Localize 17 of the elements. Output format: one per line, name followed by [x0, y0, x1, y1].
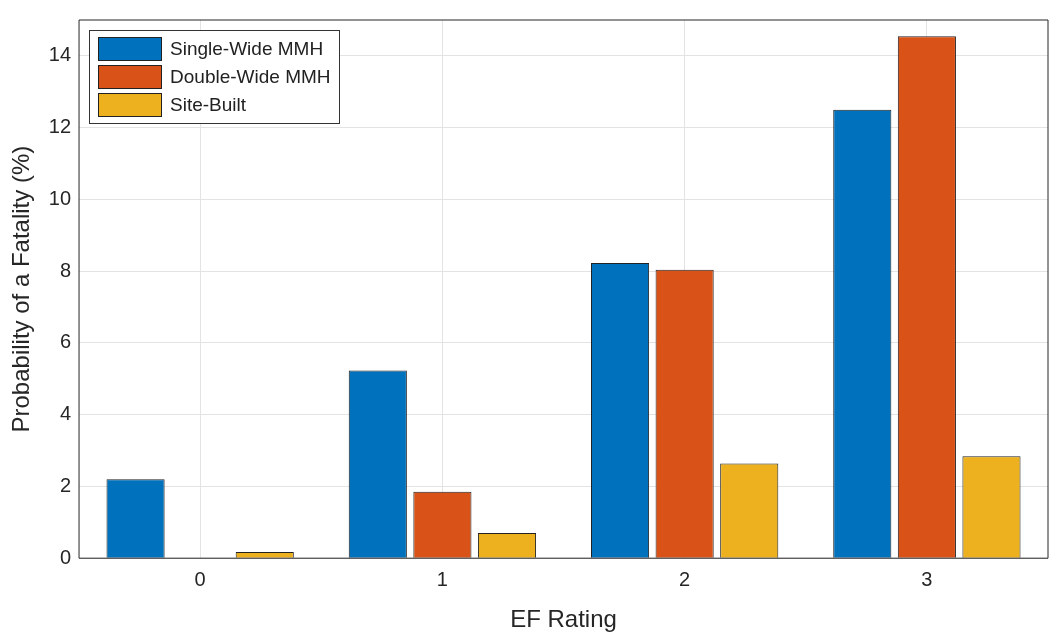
y-axis-title: Probability of a Fatality (%) [7, 145, 35, 433]
x-tick-label: 1 [436, 567, 448, 590]
y-tick-label: 14 [48, 43, 72, 66]
x-tick-label: 0 [194, 567, 206, 590]
legend-label: Site-Built [170, 94, 247, 116]
y-tick-label: 0 [59, 545, 72, 568]
y-tick-label: 12 [48, 115, 72, 138]
y-tick-label: 6 [59, 330, 72, 353]
x-axis-title: EF Rating [510, 605, 617, 633]
legend-label: Double-Wide MMH [170, 66, 331, 88]
y-tick-label: 2 [59, 473, 72, 496]
y-tick-label: 4 [59, 402, 72, 425]
x-tick-label: 3 [921, 567, 933, 590]
legend-label: Single-Wide MMH [170, 38, 324, 60]
y-tick-label: 8 [59, 258, 72, 281]
x-tick-label: 2 [679, 567, 691, 590]
y-tick-label: 10 [48, 186, 72, 209]
